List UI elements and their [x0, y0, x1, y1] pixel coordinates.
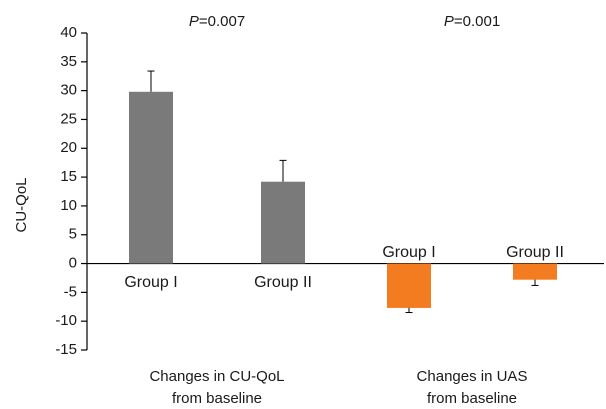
y-tick-label: 5	[69, 226, 77, 243]
x-group-label-line1: Changes in CU-QoL	[149, 368, 284, 385]
p-value: =0.001	[454, 13, 500, 30]
bar	[387, 263, 431, 308]
y-tick-label: 0	[69, 255, 77, 272]
p-value: =0.007	[199, 13, 245, 30]
y-tick-label: -5	[64, 283, 77, 300]
bar	[261, 181, 305, 264]
y-tick-label: 25	[60, 110, 77, 127]
y-tick-label: 10	[60, 197, 77, 214]
bar-category-label: Group I	[382, 244, 435, 261]
y-tick-label: -10	[55, 312, 77, 329]
x-group-label-line2: from baseline	[172, 390, 262, 407]
bar-category-label: Group I	[124, 274, 177, 291]
p-symbol: P	[189, 13, 199, 30]
bar-category-label: Group II	[254, 274, 312, 291]
bar-category-label: Group II	[506, 244, 564, 261]
bar	[129, 91, 173, 264]
y-ticks: 40 35 30 25 20 15 10 5 0 -5 -10 -15	[55, 24, 87, 358]
x-group-label-line2: from baseline	[427, 390, 517, 407]
bar	[513, 263, 557, 280]
y-tick-label: 15	[60, 168, 77, 185]
bars	[129, 70, 557, 314]
y-tick-label: 40	[60, 24, 77, 41]
p-value-label: P=0.001	[444, 13, 500, 30]
y-axis-label: CU-QoL	[13, 177, 30, 232]
y-tick-label: 20	[60, 139, 77, 156]
p-symbol: P	[444, 13, 454, 30]
p-value-label: P=0.007	[189, 13, 245, 30]
y-tick-label: 35	[60, 53, 77, 70]
y-tick-label: -15	[55, 341, 77, 358]
x-group-label-line1: Changes in UAS	[417, 368, 528, 385]
y-tick-label: 30	[60, 82, 77, 99]
